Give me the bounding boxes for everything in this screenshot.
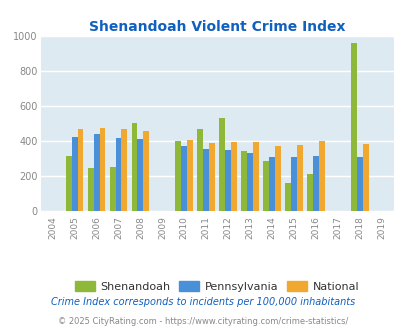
Bar xyxy=(312,156,318,211)
Bar xyxy=(203,149,209,211)
Bar xyxy=(109,167,115,211)
Bar xyxy=(219,118,225,211)
Bar xyxy=(77,129,83,211)
Bar xyxy=(143,131,149,211)
Bar xyxy=(269,157,274,211)
Bar xyxy=(350,43,356,211)
Bar xyxy=(230,143,237,211)
Bar xyxy=(197,129,203,211)
Bar xyxy=(209,143,215,211)
Bar xyxy=(225,150,230,211)
Bar xyxy=(362,144,368,211)
Bar xyxy=(284,183,290,211)
Bar xyxy=(290,157,296,211)
Text: Crime Index corresponds to incidents per 100,000 inhabitants: Crime Index corresponds to incidents per… xyxy=(51,297,354,307)
Bar xyxy=(137,140,143,211)
Bar xyxy=(175,141,181,211)
Bar xyxy=(66,156,71,211)
Bar xyxy=(99,128,105,211)
Bar xyxy=(274,146,280,211)
Bar xyxy=(318,141,324,211)
Bar xyxy=(241,151,247,211)
Legend: Shenandoah, Pennsylvania, National: Shenandoah, Pennsylvania, National xyxy=(70,277,363,297)
Bar xyxy=(187,140,193,211)
Bar xyxy=(181,146,187,211)
Bar xyxy=(252,142,258,211)
Bar xyxy=(121,129,127,211)
Bar xyxy=(296,145,302,211)
Title: Shenandoah Violent Crime Index: Shenandoah Violent Crime Index xyxy=(89,20,345,34)
Text: © 2025 CityRating.com - https://www.cityrating.com/crime-statistics/: © 2025 CityRating.com - https://www.city… xyxy=(58,317,347,326)
Bar xyxy=(356,157,362,211)
Bar xyxy=(93,134,99,211)
Bar xyxy=(262,161,269,211)
Bar xyxy=(87,168,93,211)
Bar xyxy=(131,123,137,211)
Bar xyxy=(115,138,121,211)
Bar xyxy=(71,137,77,211)
Bar xyxy=(247,153,252,211)
Bar xyxy=(306,175,312,211)
